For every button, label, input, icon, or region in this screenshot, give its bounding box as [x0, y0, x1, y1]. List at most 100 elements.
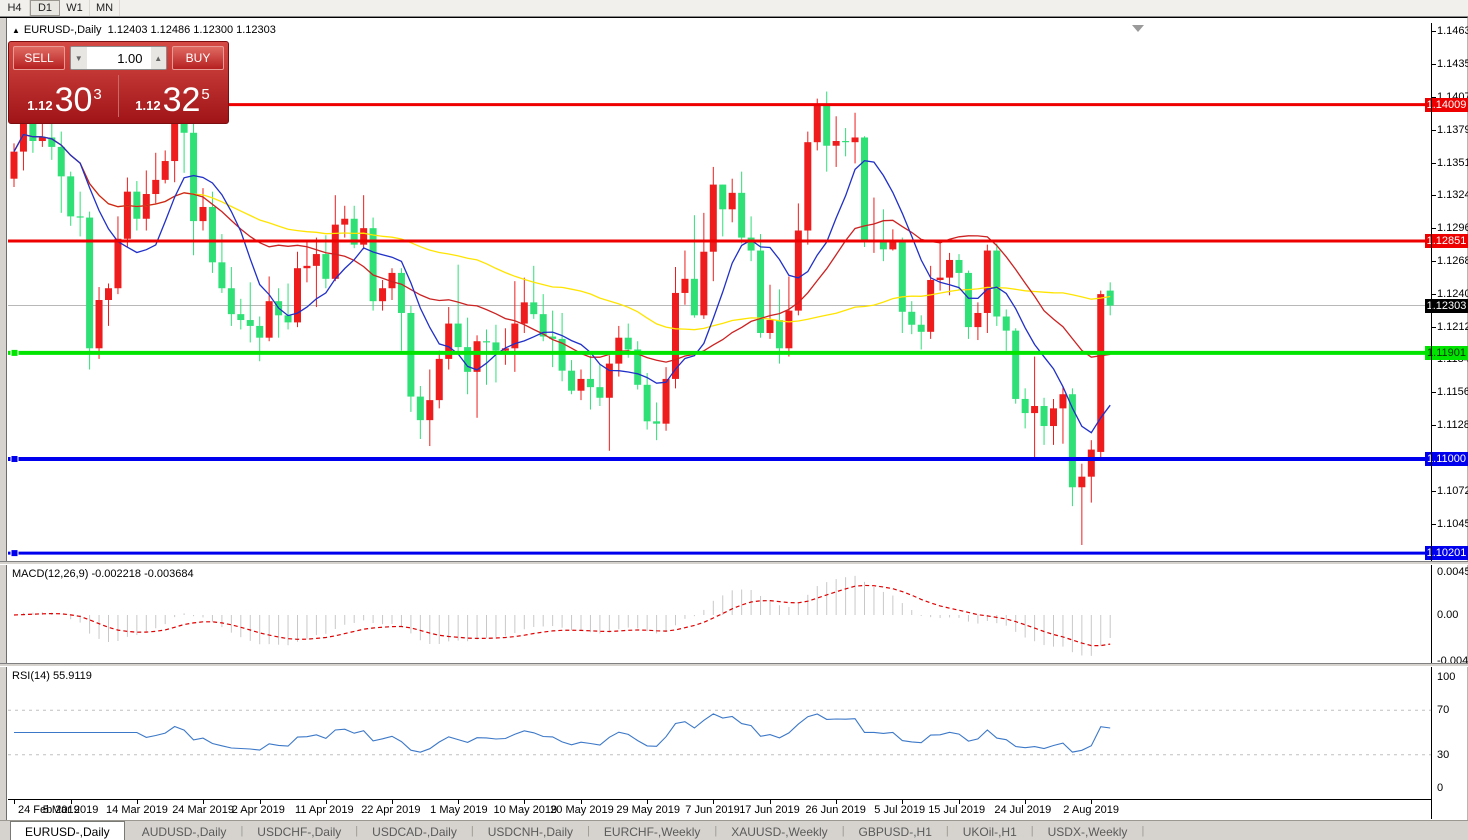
chart-tab-usdcad-daily[interactable]: USDCAD-,Daily — [372, 824, 457, 839]
date-label: 17 Jun 2019 — [739, 804, 800, 816]
candle-body — [1050, 408, 1057, 427]
candle-body — [265, 301, 273, 338]
chart-shift-marker-icon[interactable] — [1132, 25, 1144, 32]
rsi-axis-label: 30 — [1437, 748, 1450, 761]
rsi-axis-label: 70 — [1437, 704, 1450, 717]
price-tick-label: 1.10450 — [1437, 517, 1468, 530]
candle-body — [747, 237, 755, 251]
rsi-axis[interactable]: 100 70 30 0 — [1432, 667, 1468, 798]
ma-50-line[interactable] — [13, 133, 1111, 331]
hline-anchor[interactable] — [10, 455, 19, 464]
chart-tab-usdx-weekly[interactable]: USDX-,Weekly — [1047, 824, 1128, 839]
volume-decrease-icon[interactable]: ▼ — [71, 47, 87, 69]
macd-signal-line — [13, 584, 1111, 647]
price-tick-label: 1.14355 — [1437, 57, 1468, 70]
date-tick — [259, 800, 261, 804]
panel-collapse-icon[interactable]: ▲ — [12, 26, 20, 35]
candle-body — [709, 184, 717, 252]
candle-body — [823, 105, 831, 146]
chart-tab-usdchf-daily[interactable]: USDCHF-,Daily — [257, 824, 342, 839]
chart-tab-ukoil-h1[interactable]: UKOil-,H1 — [962, 824, 1017, 839]
candle-body — [681, 278, 689, 293]
price-tick-label: 1.12680 — [1437, 255, 1468, 268]
buy-button[interactable]: BUY — [172, 46, 224, 70]
candle-body — [1040, 406, 1048, 427]
ma-8-line[interactable] — [13, 133, 1111, 434]
rsi-indicator-label: RSI(14) 55.9119 — [12, 670, 92, 682]
volume-increase-icon[interactable]: ▲ — [150, 47, 166, 69]
price-tick-label: 1.13515 — [1437, 156, 1468, 169]
chart-tab-gbpusd-h1[interactable]: GBPUSD-,H1 — [858, 824, 932, 839]
rsi-panel-canvas[interactable] — [8, 667, 1431, 798]
date-label: 2 Apr 2019 — [231, 804, 285, 816]
candle-body — [700, 251, 708, 316]
date-label: 24 Jul 2019 — [994, 804, 1052, 816]
candle-body — [360, 228, 368, 245]
timeframe-button-d1[interactable]: D1 — [30, 0, 60, 16]
price-tick — [1432, 261, 1436, 263]
price-chart-canvas[interactable] — [8, 23, 1431, 561]
candle-body — [67, 176, 75, 217]
date-label: 24 Mar 2019 — [172, 804, 234, 816]
candle-body — [294, 268, 301, 323]
date-tick — [770, 800, 771, 804]
price-tick — [1432, 392, 1436, 394]
divider-macd-rsi[interactable] — [0, 663, 1468, 667]
volume-input[interactable] — [86, 47, 151, 69]
candle-body — [246, 320, 254, 326]
chart-window[interactable]: ▲ EURUSD-,Daily 1.12403 1.12486 1.12300 1… — [0, 17, 1468, 821]
tab-separator: | — [1030, 824, 1034, 837]
chart-tab-usdcnh-daily[interactable]: USDCNH-,Daily — [487, 824, 574, 839]
timeframe-toolbar: H4 D1 W1 MN — [0, 0, 1468, 17]
chart-tab-eurchf-weekly[interactable]: EURCHF-,Weekly — [603, 824, 701, 839]
time-axis[interactable]: 24 Feb 2019 5 Mar 2019 14 Mar 2019 24 Mar 2… — [8, 799, 1431, 819]
sell-price-display[interactable]: 1.12 30 3 — [13, 73, 116, 119]
timeframe-button-mn[interactable]: MN — [90, 0, 121, 16]
hline-anchor[interactable] — [10, 348, 19, 357]
candle-body — [105, 288, 112, 301]
chart-title-bar: ▲ EURUSD-,Daily 1.12403 1.12486 1.12300 1… — [12, 24, 276, 36]
candle-body — [133, 191, 141, 219]
candle-body — [520, 302, 528, 324]
divider-main-macd[interactable] — [0, 561, 1468, 565]
rsi-axis-label: 0 — [1437, 782, 1444, 794]
date-tick — [959, 800, 960, 804]
chart-tab-xauusd-weekly[interactable]: XAUUSD-,Weekly — [731, 824, 828, 839]
price-tag-1.14009: 1.14009 — [1425, 97, 1468, 112]
candle-body — [237, 314, 245, 321]
buy-price-display[interactable]: 1.12 32 5 — [121, 73, 224, 119]
date-label: 26 Jun 2019 — [805, 804, 866, 816]
tab-separator: | — [355, 824, 359, 837]
price-axis[interactable]: 1.146351.143551.140751.137951.135151.132… — [1425, 23, 1468, 561]
candle-body — [161, 161, 169, 180]
date-tick — [524, 800, 526, 804]
macd-axis[interactable]: 0.0045170.00-0.004806 — [1432, 565, 1468, 667]
candle-body — [454, 323, 462, 348]
date-label: 20 May 2019 — [550, 804, 614, 816]
price-tick — [1432, 294, 1436, 296]
candle-body — [322, 254, 330, 279]
candle-body — [634, 349, 642, 385]
candle-body — [341, 218, 349, 225]
date-tick — [581, 800, 582, 804]
date-label: 14 Mar 2019 — [106, 804, 168, 816]
hline-anchor[interactable] — [10, 549, 19, 558]
tab-separator: | — [587, 824, 590, 837]
price-tick-label: 1.12120 — [1437, 321, 1468, 334]
window-left-edge — [0, 18, 7, 821]
timeframe-button-w1[interactable]: W1 — [60, 0, 90, 16]
price-tick — [1432, 523, 1436, 525]
candle-body — [908, 311, 916, 325]
timeframe-button-h4[interactable]: H4 — [0, 0, 30, 16]
sell-button[interactable]: SELL — [13, 46, 65, 70]
date-tick — [70, 800, 72, 804]
candle-body — [190, 132, 198, 222]
tab-separator: | — [841, 824, 845, 837]
price-tick-label: 1.12400 — [1437, 288, 1468, 301]
buy-price-big: 32 — [162, 81, 201, 119]
date-label: 24 Feb 2019 — [18, 804, 80, 816]
macd-panel-canvas[interactable] — [8, 565, 1431, 663]
chart-tab-audusd-daily[interactable]: AUDUSD-,Daily — [141, 824, 227, 839]
chart-tab-eurusd-daily[interactable]: EURUSD-,Daily — [10, 821, 125, 840]
candle-body — [218, 262, 226, 289]
